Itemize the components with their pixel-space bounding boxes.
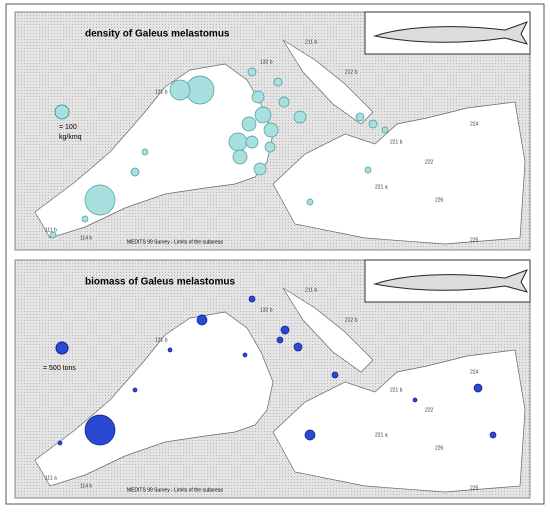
- bubble: [276, 336, 284, 344]
- area-label: 114 b: [80, 235, 92, 241]
- bubble: [306, 198, 314, 206]
- bubble: [245, 135, 259, 149]
- bubble: [84, 184, 116, 216]
- map-title: density of Galeus melastomus: [85, 29, 230, 40]
- area-label: 226: [435, 197, 444, 203]
- bubble: [263, 122, 279, 138]
- bubble: [254, 106, 272, 124]
- map-panel: biomass of Galeus melastomus 111 a 114 b 12…: [14, 259, 531, 499]
- legend-text: = 100: [59, 124, 77, 131]
- area-label: 212 b: [345, 69, 358, 75]
- bubble: [241, 116, 257, 132]
- bubble: [264, 141, 276, 153]
- legend-bubble: [55, 341, 69, 355]
- bubble: [84, 414, 116, 446]
- bubble: [293, 110, 307, 124]
- bubble: [247, 67, 257, 77]
- map-panel: density of Galeus melastomus 111 b 114 b 12…: [14, 11, 531, 251]
- area-label: 221 a: [375, 184, 388, 190]
- bubble: [232, 149, 248, 165]
- shark-drawing: [373, 21, 529, 45]
- bubble: [169, 79, 191, 101]
- area-label: 111 b: [45, 227, 57, 233]
- legend-text: = 500 tons: [43, 365, 76, 372]
- bubble: [489, 431, 497, 439]
- bubble: [132, 387, 138, 393]
- sea: [272, 101, 526, 245]
- map-title: biomass of Galeus melastomus: [85, 277, 235, 288]
- bubble: [242, 352, 248, 358]
- map-footer: MEDITS 99 Survey - Limits of the subarea…: [127, 487, 224, 493]
- map-footer: MEDITS 99 Survey - Limits of the subarea…: [127, 239, 224, 245]
- bubble: [57, 440, 63, 446]
- area-label: 111 a: [45, 475, 57, 481]
- bubble: [196, 314, 208, 326]
- area-label: 211 b: [305, 39, 317, 45]
- area-label: 224: [470, 369, 479, 375]
- bubble: [381, 126, 389, 134]
- area-label: 225: [470, 237, 479, 243]
- area-label: 212 b: [345, 317, 358, 323]
- legend-bubble: [54, 104, 70, 120]
- bubble: [355, 112, 365, 122]
- area-label: 221 a: [375, 432, 388, 438]
- bubble: [304, 429, 316, 441]
- bubble: [49, 231, 57, 239]
- bubble: [293, 342, 303, 352]
- area-label: 114 b: [80, 483, 92, 489]
- bubble: [273, 77, 283, 87]
- bubble: [278, 96, 290, 108]
- bubble: [251, 90, 265, 104]
- area-label: 121 b: [155, 337, 168, 343]
- area-label: 121 b: [155, 89, 168, 95]
- bubble: [412, 397, 418, 403]
- area-label: 225: [470, 485, 479, 491]
- area-label: 222: [425, 159, 434, 165]
- legend-text: kg/kmq: [59, 134, 82, 141]
- shark-drawing: [373, 269, 529, 293]
- bubble: [331, 371, 339, 379]
- area-label: 221 b: [390, 387, 403, 393]
- area-label: 132 b: [260, 307, 273, 313]
- bubble: [130, 167, 140, 177]
- area-label: 211 b: [305, 287, 317, 293]
- area-label: 224: [470, 121, 479, 127]
- area-label: 226: [435, 445, 444, 451]
- area-label: 222: [425, 407, 434, 413]
- sea: [272, 349, 526, 493]
- bubble: [248, 295, 256, 303]
- bubble: [228, 132, 248, 152]
- bubble: [167, 347, 173, 353]
- bubble: [364, 166, 372, 174]
- area-label: 132 b: [260, 59, 273, 65]
- bubble: [473, 383, 483, 393]
- bubble: [253, 162, 267, 176]
- bubble: [368, 119, 378, 129]
- bubble: [280, 325, 290, 335]
- sea: [282, 39, 374, 125]
- bubble: [141, 148, 149, 156]
- sea: [282, 287, 374, 373]
- area-label: 221 b: [390, 139, 403, 145]
- bubble: [81, 215, 89, 223]
